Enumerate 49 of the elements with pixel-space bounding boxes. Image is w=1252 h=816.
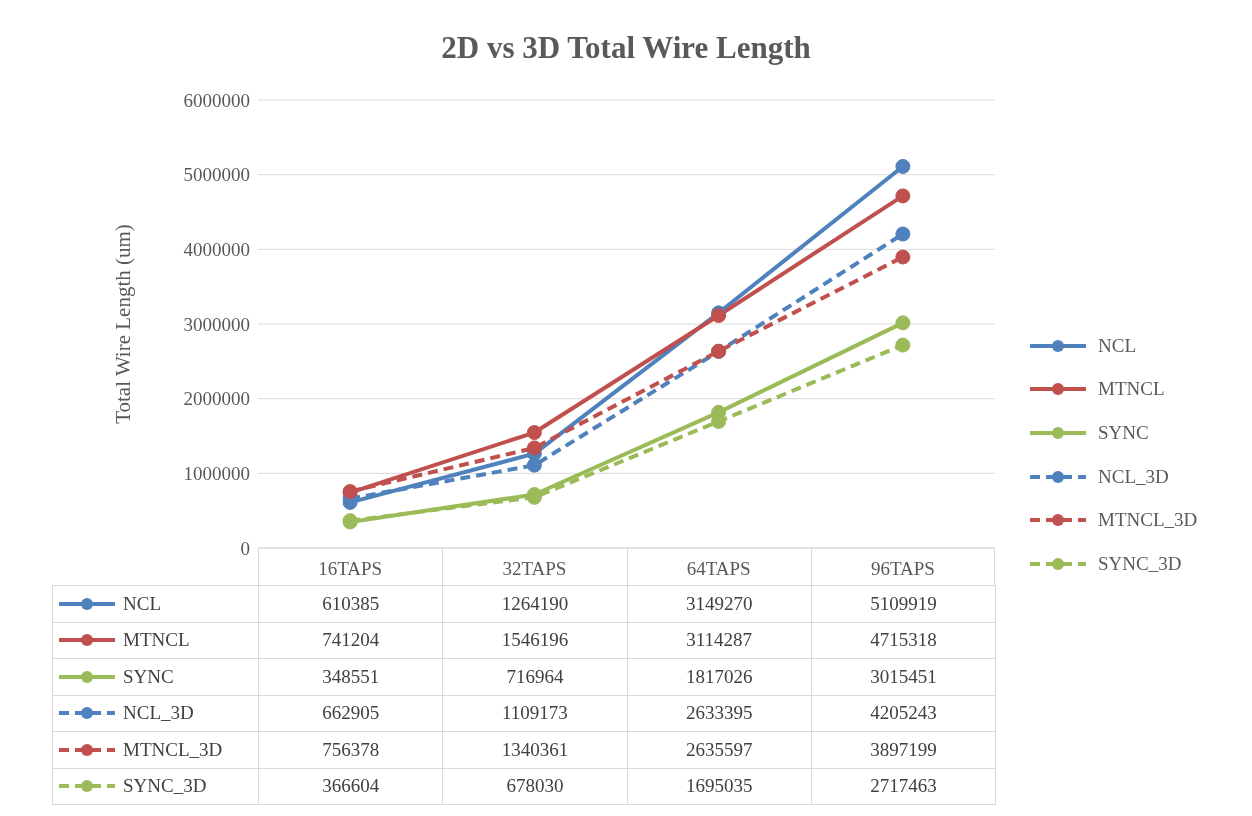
y-tick-label: 1000000 <box>183 463 250 485</box>
y-tick-label: 5000000 <box>183 164 250 186</box>
data-label: 1695035 <box>627 768 812 805</box>
data-label: 1340361 <box>442 731 627 768</box>
text: MTNCL_3D <box>123 738 223 760</box>
text: NCL_3D <box>123 702 194 724</box>
data-label: 3114287 <box>627 622 812 659</box>
data-label: 716964 <box>442 658 627 695</box>
legend-label: SYNC <box>1098 421 1149 444</box>
y-tick-label: 2000000 <box>183 388 250 410</box>
data-label: 1264190 <box>442 585 627 622</box>
y-tick-label: 6000000 <box>183 89 250 111</box>
data-label: 348551 <box>258 658 443 695</box>
legend-label: MTNCL <box>1098 378 1165 401</box>
legend-label: MTNCL_3D <box>1098 509 1198 532</box>
data-label: 366604 <box>258 768 443 805</box>
y-axis-title: Total Wire Length (um) <box>111 224 136 424</box>
data-label: 741204 <box>258 622 443 659</box>
data-label: 610385 <box>258 585 443 622</box>
data-label: 2635597 <box>627 731 812 768</box>
x-tick-label: 16TAPS <box>318 558 383 580</box>
data-label: 3149270 <box>627 585 812 622</box>
data-label: 1817026 <box>627 658 812 695</box>
data-label: 1546196 <box>442 622 627 659</box>
data-label: 2633395 <box>627 695 812 732</box>
data-label: 662905 <box>258 695 443 732</box>
data-label: 678030 <box>442 768 627 805</box>
legend-label: SYNC_3D <box>1098 552 1182 575</box>
x-tick-label: 96TAPS <box>870 558 935 580</box>
data-label: 756378 <box>258 731 443 768</box>
data-label: 3015451 <box>811 658 996 695</box>
x-tick-label: 64TAPS <box>686 558 751 580</box>
data-label: 3897199 <box>811 731 996 768</box>
y-tick-label: 4000000 <box>183 239 250 261</box>
y-tick-label: 3000000 <box>183 313 250 335</box>
data-label: 5109919 <box>811 585 996 622</box>
text: SYNC <box>123 665 174 687</box>
data-label: 1109173 <box>442 695 627 732</box>
legend-label: NCL_3D <box>1098 465 1169 488</box>
data-label: 4205243 <box>811 695 996 732</box>
legend-label: NCL <box>1098 334 1136 357</box>
y-tick-label: 0 <box>240 537 250 559</box>
text: MTNCL <box>123 629 190 651</box>
text: SYNC_3D <box>123 775 207 797</box>
text: NCL <box>123 592 161 614</box>
data-label: 2717463 <box>811 768 996 805</box>
data-label: 4715318 <box>811 622 996 659</box>
x-tick-label: 32TAPS <box>502 558 567 580</box>
chart-title: 2D vs 3D Total Wire Length <box>440 30 812 66</box>
